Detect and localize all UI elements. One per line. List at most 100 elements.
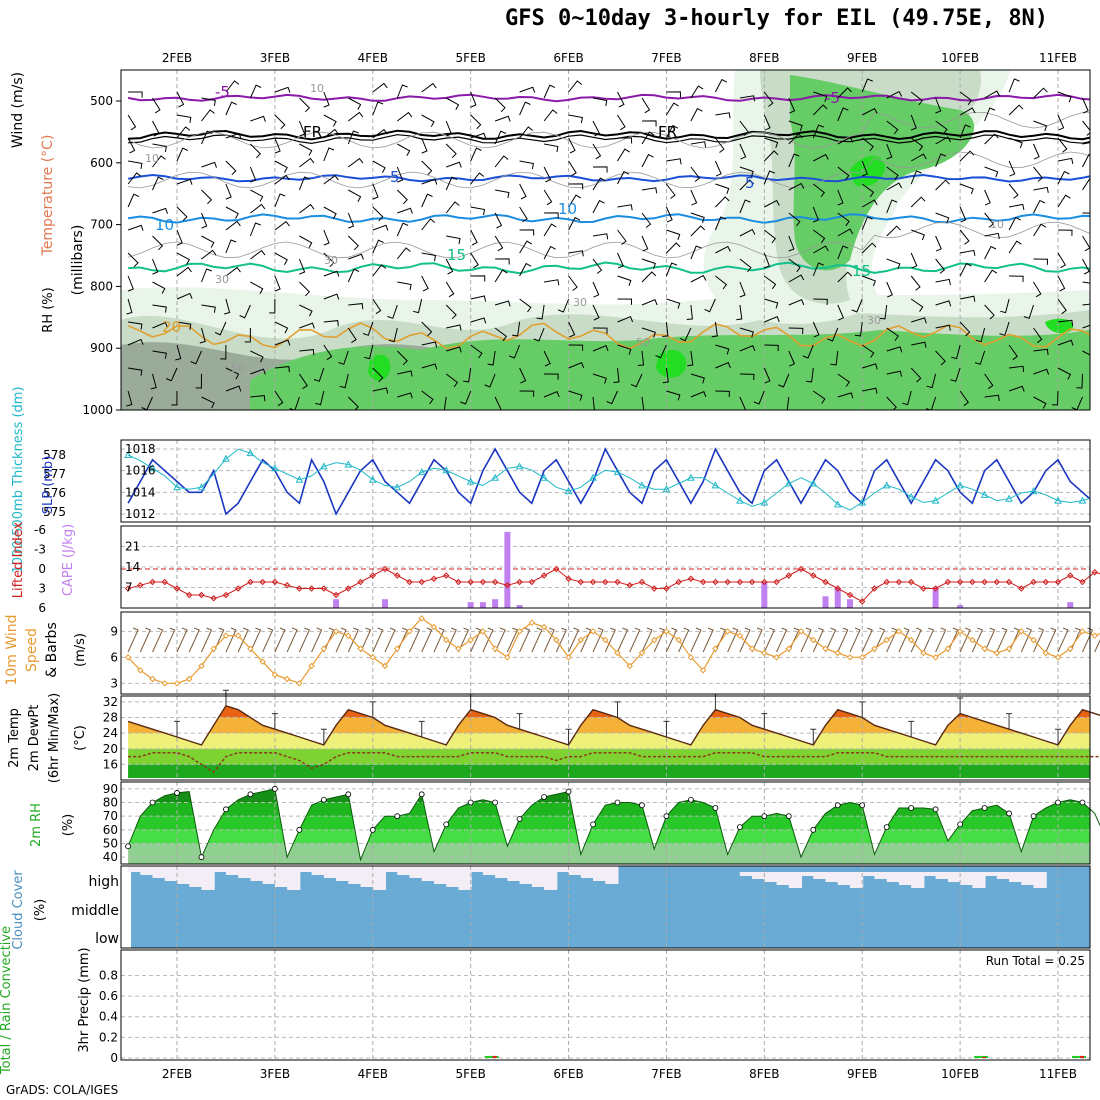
- lifted-index-marker: [479, 578, 487, 586]
- wind10-marker: [516, 628, 523, 635]
- wind-barb: [926, 373, 937, 389]
- lifted-index-marker: [602, 578, 609, 586]
- high-cloud-gap: [1009, 872, 1023, 882]
- wind-barb: [812, 183, 825, 198]
- lifted-index-marker: [124, 585, 132, 592]
- thickness-marker: [1054, 496, 1062, 504]
- wind-barb: [568, 183, 584, 190]
- wind-barb: [494, 97, 506, 113]
- wind-barb: [421, 137, 428, 154]
- lifted-index-marker: [320, 585, 328, 592]
- wind10-barb: [176, 627, 188, 653]
- temp-minmax-bar: [271, 713, 278, 730]
- wind10-marker: [712, 645, 719, 652]
- wind10-marker: [565, 654, 572, 661]
- pressure-tick-label: 1000: [82, 403, 113, 417]
- wind-barb: [568, 250, 584, 257]
- wind-barb: [176, 229, 183, 246]
- lifted-index-marker: [822, 578, 829, 586]
- wind-barb: [910, 196, 926, 208]
- wind10-marker: [1067, 645, 1074, 652]
- lifted-index-marker: [210, 595, 217, 602]
- high-cloud-gap: [140, 866, 154, 875]
- wind10-marker: [663, 628, 670, 635]
- wind-barb: [1082, 281, 1090, 284]
- temp2m-tick-label: 32: [103, 695, 118, 709]
- wind10-barb: [421, 627, 433, 653]
- cape-bar: [382, 599, 389, 608]
- wind10-marker: [626, 662, 633, 670]
- wind10-marker: [479, 628, 487, 635]
- wind-barb: [470, 206, 486, 216]
- wind-barb: [347, 235, 359, 251]
- high-cloud-gap: [996, 872, 1011, 879]
- wind-barb: [509, 344, 521, 359]
- wind10-barb: [702, 627, 714, 653]
- x-tick-label-top: 7FEB: [651, 51, 681, 65]
- wind-barb: [421, 82, 437, 93]
- rh2m-marker: [320, 796, 327, 803]
- wind10-marker: [944, 645, 952, 652]
- wind-barb: [446, 346, 462, 353]
- high-cloud-gap: [972, 872, 986, 888]
- cloud-level-label: middle: [71, 903, 119, 919]
- wind-barb: [641, 327, 656, 338]
- precip-total-label: Total / Rain Convective: [0, 926, 14, 1075]
- thickness-marker: [980, 490, 989, 498]
- temp-band: [128, 717, 1090, 734]
- wind-barb: [1033, 223, 1047, 237]
- rh2m-marker: [174, 790, 180, 796]
- thickness-marker: [858, 498, 867, 506]
- wind-barb: [274, 252, 288, 265]
- wind-barb: [347, 130, 359, 145]
- temp2m-label-line4: (°C): [73, 725, 88, 751]
- wind-barb: [470, 275, 486, 282]
- wind-barb: [201, 161, 217, 168]
- wind-barb: [445, 258, 454, 275]
- wind-barb: [494, 235, 504, 252]
- cape-bar: [932, 587, 939, 608]
- thickness-marker: [319, 462, 328, 470]
- high-cloud-gap: [409, 866, 423, 878]
- run-total-label: Run Total = 0.25: [986, 954, 1085, 968]
- wind-barb: [862, 363, 878, 370]
- wind10-marker: [1054, 654, 1062, 661]
- high-cloud-gap: [238, 866, 252, 878]
- wind-barb: [176, 178, 193, 185]
- wind-barb: [494, 130, 507, 145]
- wind-barb: [812, 104, 828, 116]
- upper-air-fields: [121, 70, 1090, 410]
- wind-barb: [984, 269, 998, 283]
- wind10-marker: [222, 632, 230, 639]
- thickness-marker: [1005, 494, 1013, 502]
- thickness-marker: [344, 460, 353, 468]
- wind10-barb: [922, 627, 935, 653]
- wind-barb: [323, 91, 330, 108]
- wind-barb: [323, 229, 330, 246]
- wind-barb: [1008, 78, 1020, 93]
- lifted-index-marker: [712, 578, 719, 586]
- cape-tick-label: 14: [125, 560, 140, 574]
- wind10-barb: [164, 627, 176, 653]
- isotherm-line: [127, 322, 1090, 350]
- high-cloud-gap: [421, 866, 435, 881]
- wind-barb: [592, 97, 608, 107]
- wind-barb: [152, 143, 167, 152]
- wind-barb: [519, 206, 528, 223]
- wind10-marker: [638, 649, 646, 657]
- wind-barb: [637, 350, 645, 366]
- wind-barb: [470, 344, 483, 359]
- wind10-barb: [1045, 627, 1057, 653]
- wind-barb: [445, 304, 457, 320]
- wind-barb: [175, 344, 182, 361]
- lifted-index-marker: [442, 572, 450, 579]
- wind-barb: [861, 137, 874, 152]
- rh2m-marker: [663, 813, 670, 820]
- wind-barb: [470, 172, 485, 185]
- lifted-index-marker: [736, 578, 744, 586]
- wind10-marker: [369, 654, 376, 661]
- lifted-index-marker: [651, 585, 658, 592]
- wind-barb: [568, 344, 584, 351]
- wind-barb: [445, 201, 460, 214]
- wind-barb: [592, 120, 601, 137]
